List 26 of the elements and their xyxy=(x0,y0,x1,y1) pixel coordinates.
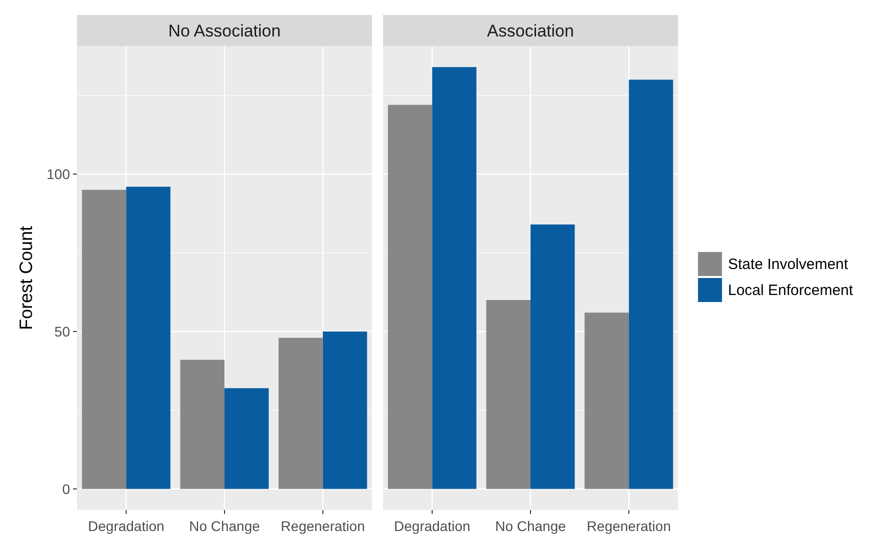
legend-label: Local Enforcement xyxy=(728,282,854,299)
bar xyxy=(126,186,170,489)
chart-title: Association xyxy=(487,22,574,40)
bar xyxy=(486,300,530,489)
y-axis-title: Forest Count xyxy=(16,226,36,330)
y-tick-label: 50 xyxy=(54,324,70,340)
x-tick-label: Degradation xyxy=(394,518,470,534)
bar xyxy=(180,360,224,489)
bar xyxy=(584,312,629,489)
x-tick-label: No Change xyxy=(189,518,260,534)
legend-label: State Involvement xyxy=(728,256,849,273)
bar xyxy=(432,67,476,489)
bar xyxy=(278,338,323,489)
bar xyxy=(224,388,269,489)
x-tick-label: No Change xyxy=(495,518,566,534)
bar xyxy=(322,332,368,489)
x-tick-label: Regeneration xyxy=(280,518,365,534)
bar xyxy=(388,104,432,489)
bar xyxy=(530,224,575,489)
chart-title: No Association xyxy=(168,22,281,40)
x-tick-label: Degradation xyxy=(88,518,164,534)
y-tick-label: 0 xyxy=(62,480,70,497)
x-tick-label: Regeneration xyxy=(586,518,671,534)
bar xyxy=(628,80,674,489)
y-tick-label: 100 xyxy=(46,166,70,182)
bar xyxy=(82,190,126,489)
